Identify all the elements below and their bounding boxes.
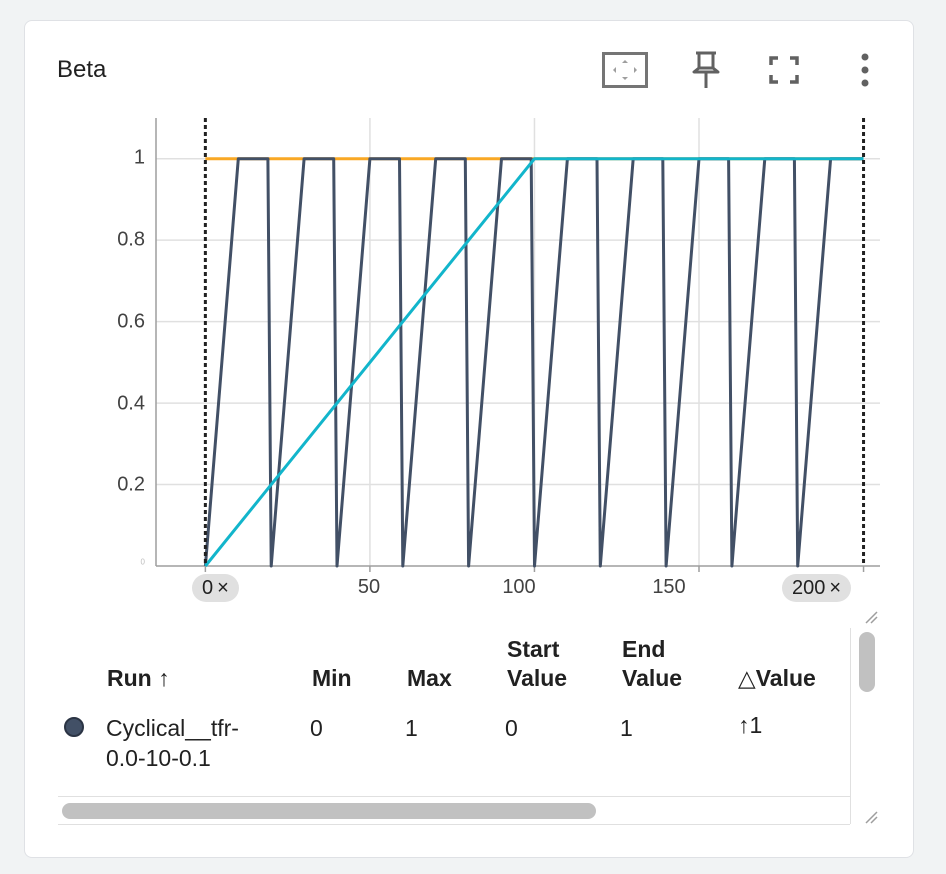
column-header-end-value-line2: Value [622,665,683,691]
range-start-chip[interactable]: 0 × [192,574,239,602]
range-end-close-icon[interactable]: × [829,577,842,599]
run-name: Cyclical__tfr- 0.0-10-0.1 [106,713,239,773]
y-tick-label: 0.8 [117,228,145,251]
column-header-end-value-line1: End [622,636,666,662]
horizontal-scroll-divider [58,824,850,825]
x-tick-label: 100 [502,576,536,598]
column-header-delta-value-label: Value [755,665,816,691]
x-tick-label: 50 [357,576,381,598]
cell-min: 0 [310,715,323,741]
column-header-run[interactable]: Run ↑ [107,664,170,693]
vertical-scrollbar[interactable] [859,632,875,692]
vertical-scroll-track [850,628,851,824]
run-color-swatch[interactable] [64,717,84,737]
cell-max: 1 [405,715,418,741]
x-tick-label: 150 [652,576,686,598]
fit-domain-icon[interactable] [602,52,648,88]
run-name-line1: Cyclical__tfr- [106,715,239,741]
column-header-start-value[interactable]: Start Value [507,635,567,693]
delta-up-arrow-icon: ↑ [738,712,750,738]
column-header-start-value-line1: Start [507,636,560,662]
card-title: Beta [57,56,107,83]
column-header-run-label: Run [107,665,152,691]
cell-delta-value: ↑1 [738,710,762,740]
y-tick-label: 0.6 [117,310,145,333]
series-line-2 [204,157,864,567]
range-start-close-icon[interactable]: × [217,577,229,599]
cell-start-value: 0 [505,715,518,741]
fullscreen-icon[interactable] [768,55,800,85]
y-tick-label: 0.2 [117,473,145,496]
column-header-min[interactable]: Min [312,665,352,691]
run-name-line2: 0.0-10-0.1 [106,745,211,771]
delta-triangle-icon: △ [738,665,756,691]
column-header-end-value[interactable]: End Value [622,635,682,693]
column-header-start-value-line2: Value [507,665,568,691]
sort-ascending-icon: ↑ [158,665,170,691]
y-tick-label-zero: 0 [140,557,145,567]
pin-icon[interactable] [690,50,722,90]
horizontal-scrollbar[interactable] [62,803,596,819]
more-vert-icon[interactable] [855,52,875,88]
range-end-label: 200 [792,577,826,599]
y-tick-label: 0.4 [117,392,145,415]
range-start-label: 0 [202,577,214,599]
y-tick-label: 1 [133,146,145,169]
cell-delta-value-number: 1 [749,712,763,738]
chart-resize-handle-icon[interactable] [864,610,878,624]
column-header-max[interactable]: Max [407,665,452,691]
range-end-chip[interactable]: 200 × [782,574,852,602]
cell-end-value: 1 [620,715,633,741]
horizontal-scroll-divider [58,796,850,797]
column-header-delta-value[interactable]: △Value [738,664,816,693]
table-resize-handle-icon[interactable] [864,810,878,824]
